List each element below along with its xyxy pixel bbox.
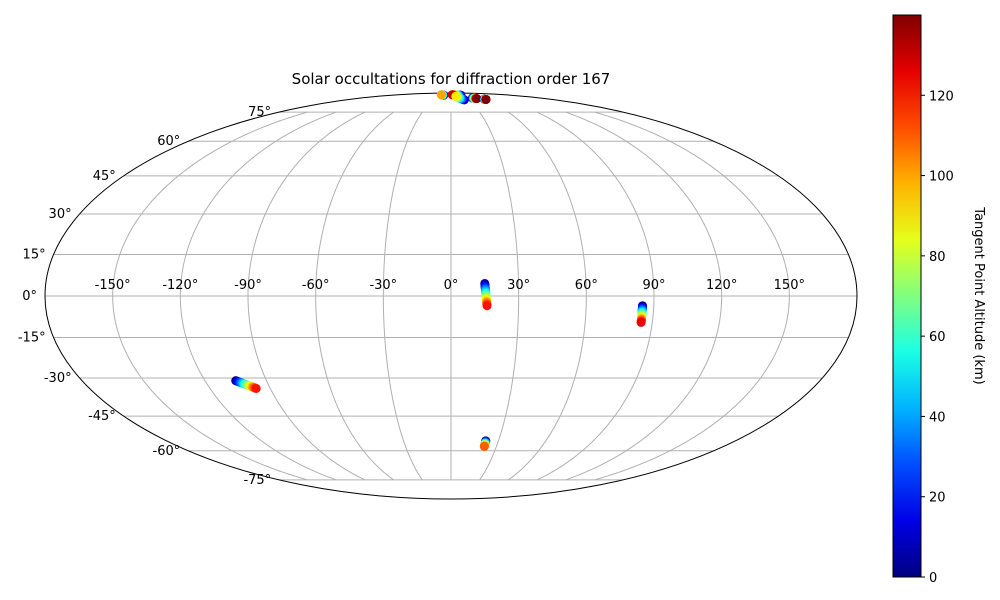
y-tick-label: -60° — [153, 444, 181, 459]
y-tick-label: -45° — [88, 409, 116, 424]
occultation-point — [636, 317, 646, 327]
y-tick-label: 30° — [49, 207, 72, 222]
occultation-point — [482, 301, 492, 311]
y-tick-label: -15° — [18, 331, 46, 346]
x-tick-label: -30° — [369, 278, 397, 293]
y-tick-label: -30° — [44, 371, 72, 386]
occultation-point — [451, 91, 461, 101]
colorbar-tick-label: 80 — [929, 250, 946, 265]
y-tick-label: 15° — [23, 247, 46, 262]
x-tick-label: -150° — [95, 278, 131, 293]
colorbar-ticks: 0 20 40 60 80 100 120 — [921, 89, 954, 586]
y-tick-label: 45° — [93, 169, 116, 184]
x-tick-label: 30° — [507, 278, 530, 293]
colorbar-tick-label: 20 — [929, 491, 946, 506]
x-tick-label: 60° — [575, 278, 598, 293]
y-tick-label: 75° — [248, 105, 271, 120]
colorbar-tick-label: 100 — [929, 170, 954, 185]
occultation-point — [481, 94, 491, 104]
x-tick-label: -60° — [302, 278, 330, 293]
colorbar-tick-label: 60 — [929, 330, 946, 345]
occultation-point — [479, 441, 489, 451]
occultation-point — [472, 94, 482, 104]
occultation-point — [251, 383, 261, 393]
x-tick-label: 90° — [642, 278, 665, 293]
x-tick-label: -90° — [234, 278, 262, 293]
y-tick-label: 0° — [22, 289, 37, 304]
latitude-tick-labels: -75° -60° -45° -30° -15° 0° 15° 30° 45° 60° 75° — [18, 105, 271, 488]
x-tick-label: 120° — [706, 278, 737, 293]
colorbar-tick-label: 120 — [929, 89, 954, 104]
x-tick-label: -120° — [162, 278, 198, 293]
colorbar-label: Tangent Point Altitude (km) — [971, 206, 986, 384]
y-tick-label: -75° — [243, 473, 271, 488]
occultation-point — [436, 90, 446, 100]
colorbar-tick-label: 40 — [929, 410, 946, 425]
y-tick-label: 60° — [157, 134, 180, 149]
x-tick-label: 150° — [774, 278, 805, 293]
longitude-tick-labels: -150° -120° -90° -60° -30° 0° 30° 60° 90° 120° 150… — [95, 278, 805, 293]
colorbar-tick-label: 0 — [929, 571, 937, 586]
scatter-points — [231, 90, 647, 451]
graticule — [45, 111, 857, 481]
map-outline — [44, 92, 858, 500]
colorbar-gradient — [892, 14, 922, 578]
x-tick-label: 0° — [444, 278, 459, 293]
colorbar: 0 20 40 60 80 100 120 Tangent Point Altitude (… — [892, 14, 986, 586]
chart-title: Solar occultations for diffraction order… — [292, 70, 611, 88]
